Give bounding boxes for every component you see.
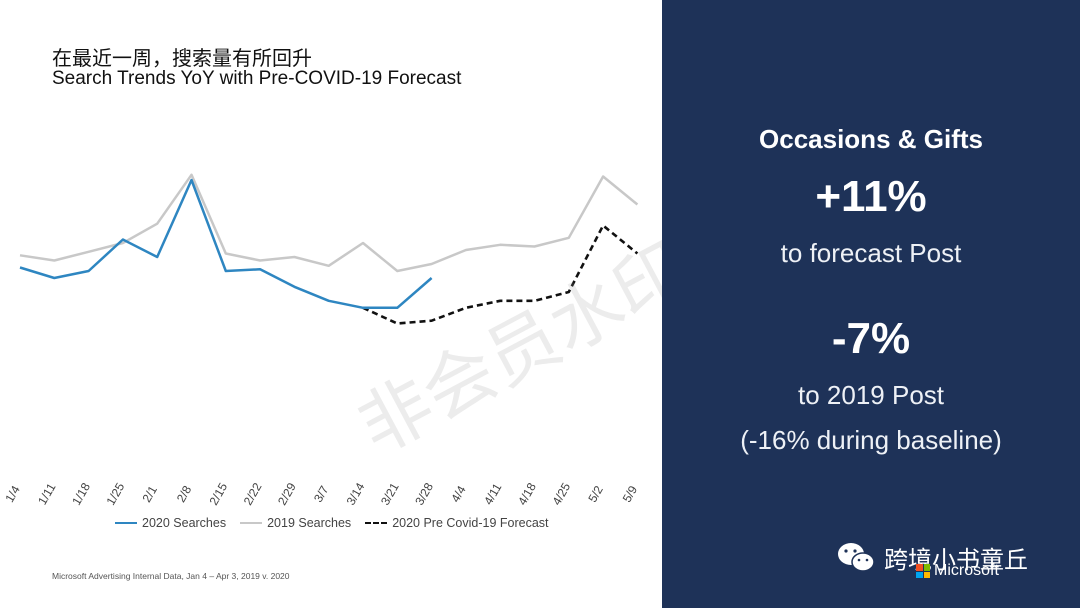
microsoft-logo-icon [916,564,930,578]
series-line-2 [362,224,639,325]
x-tick-label: 3/14 [344,480,368,508]
series-line-1 [19,173,639,273]
series-line-0 [19,178,433,310]
legend-label-forecast: 2020 Pre Covid-19 Forecast [392,516,549,530]
stat-forecast-label: to forecast Post [780,238,962,268]
x-tick-label: 2/22 [241,480,265,508]
x-tick-label: 3/7 [311,483,332,505]
x-tick-label: 4/4 [448,483,469,505]
x-tick-label: 5/2 [585,483,606,505]
x-tick-label: 5/9 [620,483,641,505]
x-tick-label: 2/15 [206,480,230,508]
stat-forecast-change: +11% [815,172,927,221]
x-tick-label: 3/21 [378,480,402,508]
x-tick-label: 1/25 [104,480,128,508]
legend-item-2019: 2019 Searches [240,516,351,530]
legend-item-2020: 2020 Searches [115,516,226,530]
microsoft-label: Microsoft [934,562,999,579]
x-tick-label: 4/18 [515,480,539,508]
x-tick-label: 4/25 [549,480,573,508]
x-tick-label: 2/8 [174,483,195,505]
trend-chart: 1/4 1/11 1/18 1/25 2/1 2/8 2/15 2/22 2/29 3/7 3/14… [2,173,641,508]
stat-baseline-note: (-16% during baseline) [740,425,1002,455]
stat-2019-label: to 2019 Post [798,380,944,410]
legend-item-forecast: 2020 Pre Covid-19 Forecast [365,516,549,530]
x-tick-label: 4/11 [481,480,505,507]
x-tick-label: 2/1 [140,483,161,505]
legend-label-2020: 2020 Searches [142,516,227,530]
chart-legend: 2020 Searches 2019 Searches 2020 Pre Cov… [115,516,563,530]
wechat-label: 跨境小书童丘 [884,546,1028,574]
legend-label-2019: 2019 Searches [267,516,352,530]
x-tick-label: 1/4 [2,483,23,505]
microsoft-brand: Microsoft [916,562,999,580]
panel-heading: Occasions & Gifts [759,124,983,154]
chart-title-en: Search Trends YoY with Pre-COVID-19 Fore… [52,68,462,89]
x-tick-label: 2/29 [275,480,299,508]
stats-panel: Occasions & Gifts +11% to forecast Post … [662,0,1080,608]
source-note: Microsoft Advertising Internal Data, Jan… [52,571,290,581]
chart-title-cn: 在最近一周，搜索量有所回升 [52,46,312,70]
x-tick-label: 3/28 [412,480,436,508]
stat-2019-change: -7% [831,314,911,363]
wechat-badge: 跨境小书童丘 [836,540,1028,575]
x-tick-label: 1/11 [35,480,59,507]
wechat-icon [838,542,875,572]
x-tick-label: 1/18 [69,480,93,508]
